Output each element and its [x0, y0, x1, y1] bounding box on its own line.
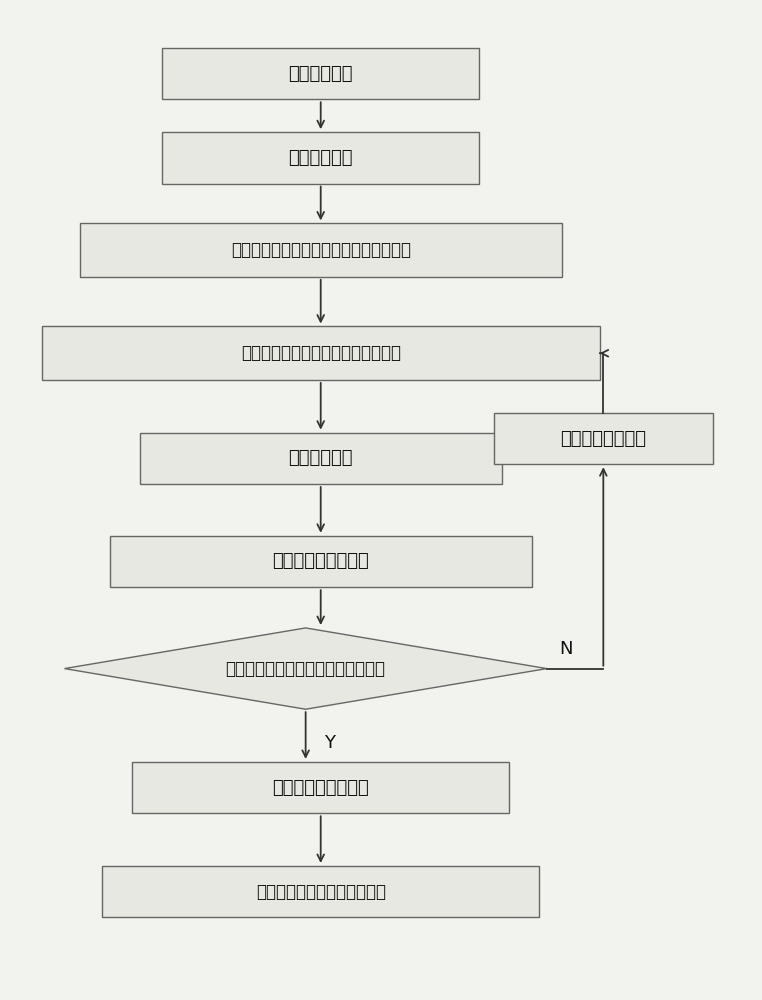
- FancyBboxPatch shape: [139, 433, 501, 484]
- Text: 计算空间任意一点的三维电场: 计算空间任意一点的三维电场: [256, 883, 386, 901]
- FancyBboxPatch shape: [102, 866, 539, 917]
- Text: 匹配点最大电位误差是否在范围内？: 匹配点最大电位误差是否在范围内？: [226, 660, 386, 678]
- Text: 求解矩阵方程: 求解矩阵方程: [289, 449, 353, 467]
- Text: 选定镜像地面: 选定镜像地面: [289, 149, 353, 167]
- Polygon shape: [65, 628, 547, 709]
- FancyBboxPatch shape: [162, 132, 479, 184]
- FancyBboxPatch shape: [110, 536, 532, 587]
- FancyBboxPatch shape: [162, 48, 479, 99]
- Text: 对离散电荷进行优化: 对离散电荷进行优化: [272, 779, 369, 797]
- Text: 重新离散积分区域: 重新离散积分区域: [560, 430, 646, 448]
- Text: 选定基函数和权函数并形成矩阵方程: 选定基函数和权函数并形成矩阵方程: [241, 344, 401, 362]
- Text: 复杂地形简化: 复杂地形简化: [289, 65, 353, 83]
- FancyBboxPatch shape: [42, 326, 600, 380]
- FancyBboxPatch shape: [79, 223, 562, 277]
- Text: Y: Y: [325, 734, 335, 752]
- FancyBboxPatch shape: [494, 413, 712, 464]
- Text: 计算匹配点电位误差: 计算匹配点电位误差: [272, 552, 369, 570]
- FancyBboxPatch shape: [133, 762, 509, 813]
- Text: 建立三维电场积分方程并将积分区域离散: 建立三维电场积分方程并将积分区域离散: [231, 241, 411, 259]
- Text: N: N: [559, 640, 573, 658]
